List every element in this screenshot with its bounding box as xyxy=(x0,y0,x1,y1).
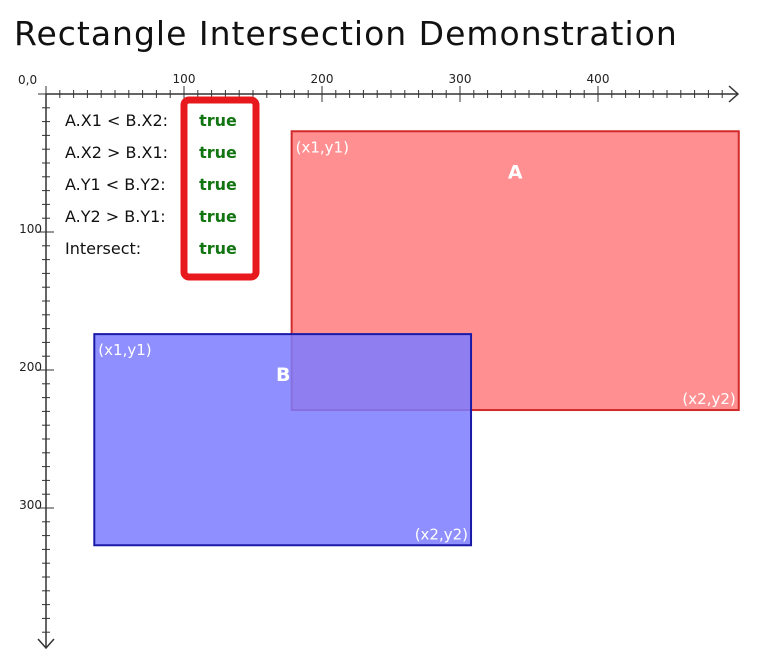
x-tick-label: 400 xyxy=(587,72,610,86)
rectangle-b-name: B xyxy=(276,364,290,386)
origin-label: 0,0 xyxy=(18,73,37,87)
page-title: Rectangle Intersection Demonstration xyxy=(14,14,678,53)
condition-value: true xyxy=(199,175,237,194)
corner-bottom-right-label: (x2,y2) xyxy=(415,525,468,543)
corner-bottom-right-label: (x2,y2) xyxy=(682,390,735,408)
condition-label: A.X2 > B.X1: xyxy=(65,143,168,162)
condition-list: A.X1 < B.X2: A.X2 > B.X1: A.Y1 < B.Y2: A.Y2… xyxy=(65,96,260,281)
condition-label: A.Y1 < B.Y2: xyxy=(65,175,166,194)
x-axis-arrow-icon xyxy=(728,85,740,103)
corner-top-left-label: (x1,y1) xyxy=(98,341,151,359)
x-tick-label: 100 xyxy=(173,72,196,86)
rectangle-b-shape xyxy=(93,333,473,547)
rectangles: (x1,y1) (x2,y2) (x1,y1) (x2,y2) A B xyxy=(93,130,740,547)
x-tick-label: 200 xyxy=(311,72,334,86)
corner-top-left-label: (x1,y1) xyxy=(296,138,349,156)
condition-value: true xyxy=(199,239,237,258)
axes: 0,0 100 200 300 400 100 200 300 xyxy=(18,72,740,650)
y-tick-label: 100 xyxy=(19,222,42,236)
y-tick-label: 200 xyxy=(19,360,42,374)
condition-value: true xyxy=(199,143,237,162)
condition-label: A.X1 < B.X2: xyxy=(65,111,168,130)
condition-value: true xyxy=(199,111,237,130)
y-axis-arrow-icon xyxy=(37,638,55,650)
y-tick-label: 300 xyxy=(19,498,42,512)
result-highlight-box xyxy=(180,96,260,281)
condition-value: true xyxy=(199,207,237,226)
rect-b: (x1,y1) (x2,y2) xyxy=(93,333,473,547)
rectangle-a-name: A xyxy=(508,161,523,183)
condition-label: A.Y2 > B.Y1: xyxy=(65,207,166,226)
condition-label: Intersect: xyxy=(65,239,141,258)
x-tick-label: 300 xyxy=(449,72,472,86)
